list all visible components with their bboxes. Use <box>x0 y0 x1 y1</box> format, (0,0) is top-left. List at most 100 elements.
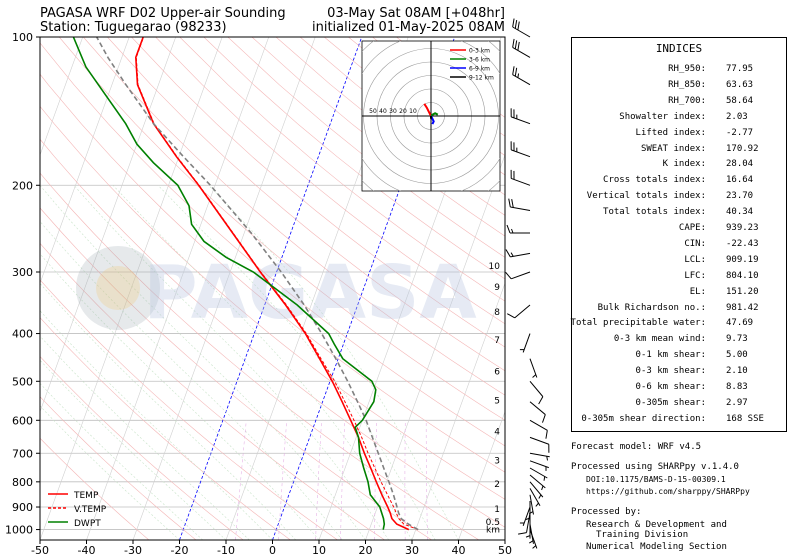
index-label: RH_850: <box>668 79 706 90</box>
isotherm-line <box>40 37 130 285</box>
moist-adiabat <box>40 310 273 540</box>
height-label: 9 <box>494 283 500 293</box>
mixing-ratio-line <box>278 420 288 540</box>
isotherm-line <box>132 37 316 540</box>
mixing-ratio-line <box>235 420 247 540</box>
index-label: 0-6 km shear: <box>635 382 706 392</box>
index-value: 2.03 <box>726 111 748 122</box>
wind-barb <box>510 141 531 158</box>
index-value: 8.83 <box>726 382 748 392</box>
isotherm-line <box>86 37 270 540</box>
moist-adiabat <box>157 185 436 540</box>
series-line-parcel <box>95 37 419 531</box>
wind-barb <box>512 18 531 38</box>
wind-barb <box>505 271 531 280</box>
index-label: Vertical totals index: <box>586 191 706 202</box>
index-label: Bulk Richardson no.: <box>597 302 706 313</box>
wind-barb <box>506 304 531 319</box>
dry-adiabat <box>203 37 505 280</box>
footer-org1: Research & Development and <box>586 520 727 530</box>
y-tick-label: 200 <box>12 179 33 192</box>
isotherm-line <box>0 37 36 540</box>
legend-label: DWPT <box>74 519 101 529</box>
height-label: 2 <box>494 480 500 490</box>
index-value: 5.00 <box>726 350 748 361</box>
hodograph-legend-label: 0-3 km <box>469 48 490 55</box>
series-line-dwpt <box>72 37 386 530</box>
wind-barb <box>519 333 531 353</box>
index-value: 170.92 <box>726 143 759 154</box>
footer-org2: Training Division <box>596 530 689 540</box>
y-tick-label: 500 <box>12 375 33 388</box>
height-label: km <box>486 525 500 535</box>
index-label: 0-305m shear direction: <box>581 413 706 424</box>
height-label: 0.5 <box>486 518 500 528</box>
dry-adiabat <box>40 242 385 540</box>
index-label: EL: <box>689 286 706 297</box>
index-label: 0-3 km mean wind: <box>613 334 706 345</box>
pagasa-watermark: PAGASA <box>76 246 477 336</box>
wind-barb <box>525 501 531 521</box>
isotherm-line <box>40 37 223 540</box>
legend-label: TEMP <box>73 491 99 501</box>
x-tick-label: -30 <box>124 544 142 557</box>
isotherm-line <box>504 539 505 540</box>
mixing-ratio-line <box>315 420 322 540</box>
moist-adiabat <box>112 185 413 540</box>
index-label: Cross totals index: <box>603 175 706 186</box>
dry-adiabat <box>155 37 505 325</box>
wind-barb <box>529 401 546 423</box>
height-label: 8 <box>494 308 500 318</box>
dry-adiabat <box>179 37 505 302</box>
index-label: 0-305m shear: <box>635 397 706 408</box>
x-tick-label: -40 <box>78 544 96 557</box>
y-tick-label: 800 <box>12 476 33 489</box>
mixing-ratio-line <box>425 420 428 540</box>
dry-adiabat <box>40 105 505 500</box>
wind-barb <box>529 524 534 544</box>
wind-barb <box>529 452 550 461</box>
index-label: LCL: <box>684 254 706 265</box>
y-tick-label: 400 <box>12 328 33 341</box>
wind-barb <box>508 198 531 211</box>
isotherm-line <box>365 154 505 540</box>
moist-adiabat <box>73 185 390 540</box>
dry-adiabat <box>227 37 505 258</box>
index-value: 151.20 <box>726 286 759 297</box>
height-label: 10 <box>489 262 501 272</box>
index-value: -22.43 <box>726 238 759 249</box>
footer-by: Processed by: <box>571 507 642 517</box>
wind-barb <box>512 66 531 86</box>
y-tick-label: 600 <box>12 414 33 427</box>
moist-adiabat <box>40 220 343 540</box>
height-label: 7 <box>494 336 500 346</box>
wind-barb <box>529 467 548 481</box>
footer-model: Forecast model: WRF v4.5 <box>571 442 702 452</box>
index-value: 40.34 <box>726 207 754 218</box>
index-label: LFC: <box>684 270 706 281</box>
moist-adiabat <box>40 405 180 540</box>
x-tick-label: -50 <box>31 544 49 557</box>
index-value: -2.77 <box>726 127 754 138</box>
hodograph-ring-label: 50 <box>369 108 377 115</box>
wind-barb <box>510 108 531 125</box>
wind-barb <box>518 512 531 535</box>
index-label: RH_700: <box>668 95 706 106</box>
wind-barb <box>529 460 549 471</box>
wind-barb <box>505 249 531 258</box>
isotherm-line <box>179 37 363 540</box>
dry-adiabat <box>83 37 505 396</box>
index-value: 939.23 <box>726 223 759 233</box>
moist-adiabat <box>40 359 227 540</box>
dry-adiabat <box>107 37 505 372</box>
index-value: 77.95 <box>726 64 754 74</box>
height-label: 3 <box>494 456 500 466</box>
height-label: 4 <box>494 428 500 438</box>
index-label: Total totals index: <box>603 207 706 218</box>
x-tick-label: 0 <box>269 544 276 557</box>
wind-barbs <box>505 18 550 549</box>
station-label: Station: Tuguegarao (98233) <box>40 20 227 35</box>
hodograph-ring-label: 10 <box>409 108 417 115</box>
index-value: 63.63 <box>726 79 754 90</box>
x-tick-label: 20 <box>359 544 373 557</box>
